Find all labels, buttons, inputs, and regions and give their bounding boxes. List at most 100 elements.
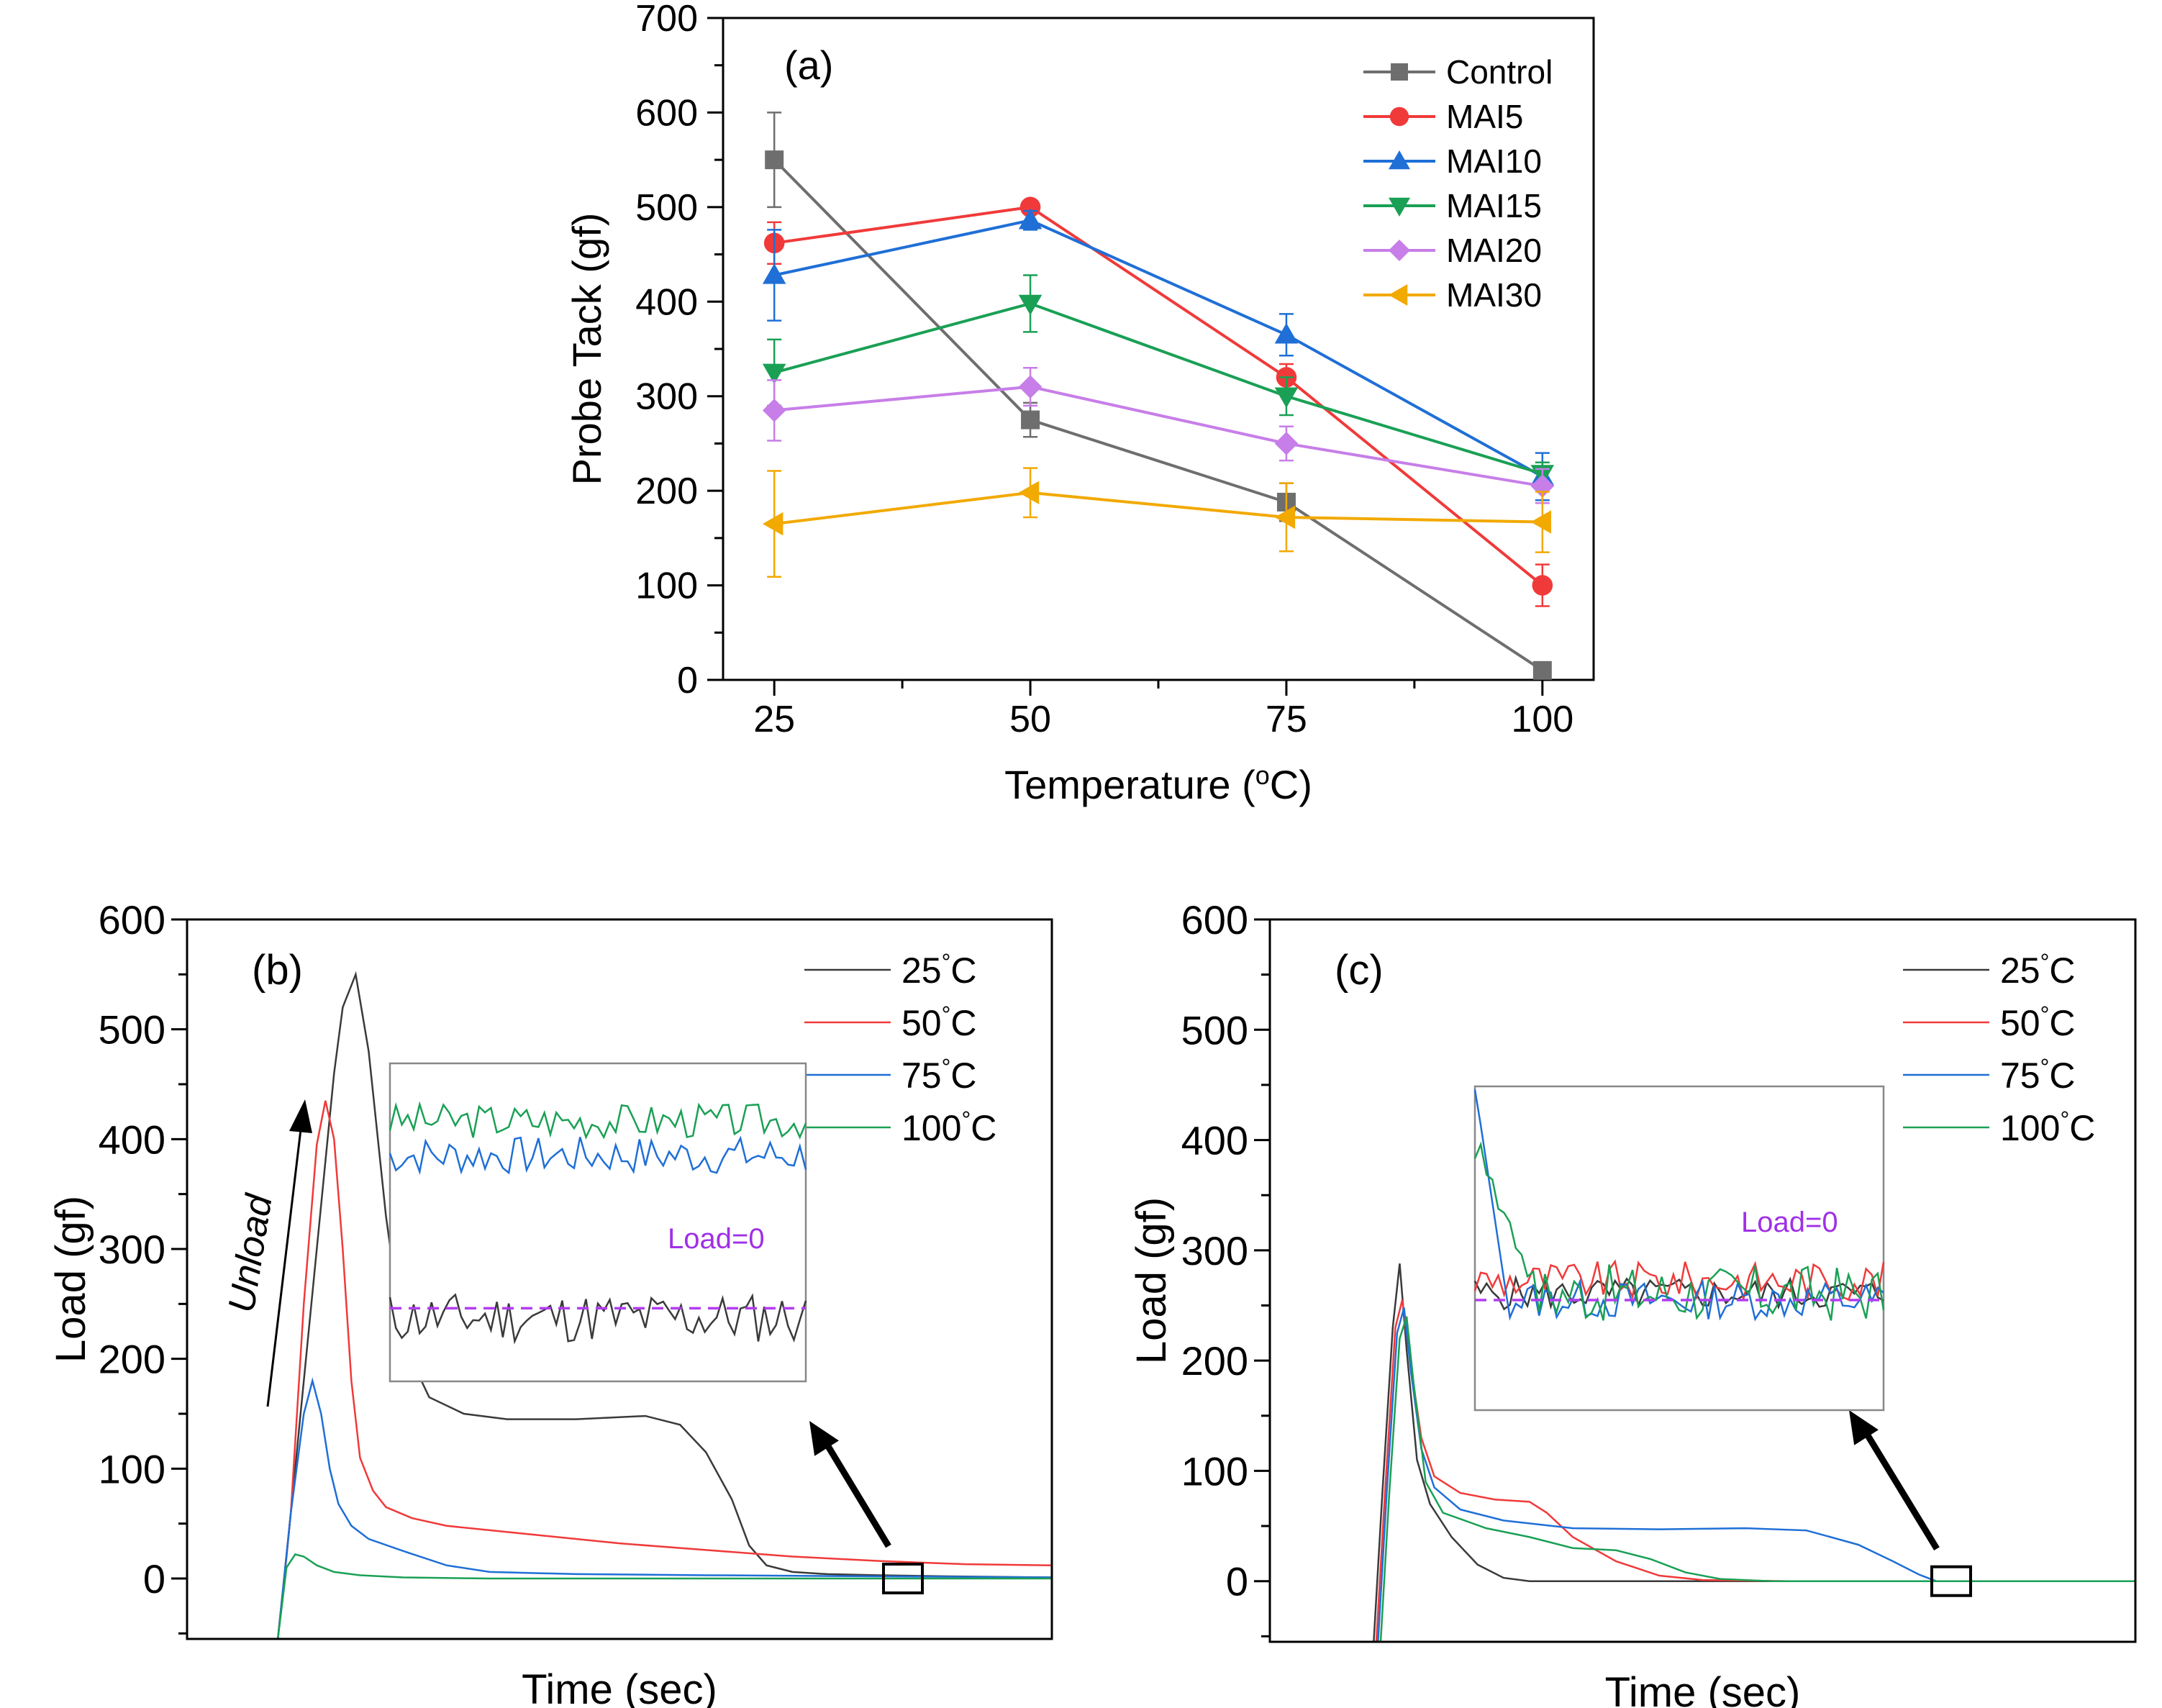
legend-unit: C: [971, 1108, 996, 1148]
legend-label: 75°C: [901, 1054, 977, 1096]
series-line: [773, 205, 1544, 587]
y-tick-label: 0: [1226, 1559, 1248, 1604]
y-tick-label: 600: [1181, 897, 1248, 942]
zoom-region-box: [882, 1563, 924, 1595]
legend-degree: °: [942, 1001, 951, 1027]
y-tick-label: 700: [635, 0, 698, 40]
series-line: [773, 301, 1543, 476]
legend: Control MAI5 MAI10 MAI15 MAI20 MAI30: [1363, 53, 1553, 314]
y-tick-label: 0: [143, 1556, 165, 1602]
plot-frame: [1268, 918, 2137, 1643]
series-line: [773, 491, 1543, 526]
x-tick-label: 100: [1511, 699, 1573, 740]
series-50-line: [276, 1100, 1052, 1639]
legend-temp-value: 50: [2000, 1003, 2040, 1043]
y-tick-label: 0: [677, 660, 698, 701]
legend-degree: °: [942, 1054, 951, 1080]
legend-temp-value: 75: [901, 1055, 942, 1096]
legend-unit: C: [950, 1055, 976, 1096]
panel-c-load-time-chart: 0 100 200 300 400 500 600 Time (sec) Load (gf) (c…: [1128, 897, 2137, 1708]
y-tick-label: 300: [1181, 1228, 1248, 1273]
zoom-arrow-head: [809, 1421, 839, 1456]
series-25-line: [1373, 1263, 2135, 1642]
data-point: [1018, 481, 1040, 505]
series-75-line: [1377, 1307, 2135, 1642]
data-point: [1018, 209, 1043, 230]
legend-temp-value: 100: [2000, 1108, 2060, 1148]
series-MAI30: [762, 467, 1552, 578]
legend-degree: °: [942, 949, 951, 975]
inset-load-zero-label: Load=0: [1741, 1207, 1838, 1238]
series-50-line: [1375, 1299, 2135, 1642]
unload-arrow-head: [289, 1099, 312, 1133]
unload-label: Unload: [221, 1190, 281, 1315]
legend-degree: °: [2040, 1054, 2050, 1080]
legend-unit: C: [2069, 1108, 2095, 1148]
legend-label: MAI10: [1446, 142, 1542, 180]
legend-label: MAI30: [1446, 276, 1542, 314]
data-point: [1018, 375, 1043, 399]
legend-unit: C: [2049, 1055, 2075, 1096]
legend-degree: °: [2040, 949, 2050, 975]
data-point: [1019, 196, 1041, 218]
unload-arrow-shaft: [266, 1129, 302, 1407]
plot-frame: [186, 918, 1053, 1640]
panel-label: (c): [1335, 947, 1384, 994]
x-axis-label-sup: o: [1255, 760, 1270, 790]
series-100-line: [276, 1553, 1052, 1639]
zoom-arrow-shaft: [819, 1435, 891, 1548]
legend-unit: C: [950, 950, 976, 991]
legend-label: MAI15: [1446, 187, 1542, 224]
legend-temp-value: 25: [901, 950, 942, 991]
data-point: [762, 263, 786, 284]
legend-temp-value: 25: [2000, 950, 2040, 991]
series-MAI10: [762, 209, 1555, 501]
panel-label-a: (a): [784, 42, 833, 88]
legend-degree: °: [2060, 1107, 2069, 1132]
inset: Load=0: [1473, 1085, 1885, 1412]
y-tick-label: 400: [635, 281, 698, 323]
series-25-line: [276, 971, 1052, 1639]
legend-unit: C: [2049, 950, 2075, 991]
data-point: [1532, 660, 1552, 680]
data-point: [1021, 410, 1040, 430]
y-tick-label: 100: [99, 1446, 165, 1491]
legend-marker: [1391, 63, 1408, 81]
inset-trace-100: [389, 1101, 807, 1140]
x-axis-label-main: Temperature (: [1004, 762, 1255, 807]
x-tick-label: 75: [1266, 699, 1307, 740]
series-75-line: [276, 1377, 1052, 1639]
y-tick-label: 500: [99, 1007, 165, 1053]
data-point: [1274, 387, 1299, 408]
series-Control: [765, 112, 1552, 680]
legend-degree: °: [2040, 1001, 2050, 1027]
y-tick-label: 600: [635, 92, 698, 134]
zoom-arrow-head: [1849, 1410, 1879, 1445]
series-MAI20: [762, 367, 1555, 504]
panel-b-load-time-chart: 0 100 200 300 400 500 600 Time (sec) Load (gf) (b…: [47, 897, 1053, 1708]
y-axis-label: Load (gf): [1128, 1197, 1175, 1364]
data-point: [1018, 294, 1043, 316]
data-point: [762, 399, 786, 422]
x-axis-label: Time (sec): [1605, 1669, 1801, 1708]
inset-frame: [1473, 1085, 1885, 1412]
y-tick-label: 400: [99, 1117, 165, 1162]
y-axis-label: Probe Tack (gf): [564, 213, 609, 486]
legend-marker: [1389, 150, 1410, 170]
legend-label: 100°C: [2000, 1107, 2095, 1148]
data-point: [762, 512, 784, 536]
legend-label: 50°C: [2000, 1001, 2076, 1043]
series-line: [773, 219, 1543, 478]
data-point: [1274, 323, 1299, 344]
y-tick-label: 400: [1181, 1118, 1248, 1163]
legend-temp-value: 75: [2000, 1055, 2040, 1096]
x-tick-label: 50: [1009, 699, 1051, 740]
legend-marker: [1389, 240, 1410, 261]
x-axis-label: Time (sec): [522, 1666, 717, 1708]
legend-marker: [1389, 197, 1410, 217]
legend-temp-value: 100: [901, 1108, 961, 1148]
data-point: [1274, 505, 1296, 530]
zoom-region-box: [1930, 1565, 1972, 1597]
y-tick-label: 200: [1181, 1338, 1248, 1384]
